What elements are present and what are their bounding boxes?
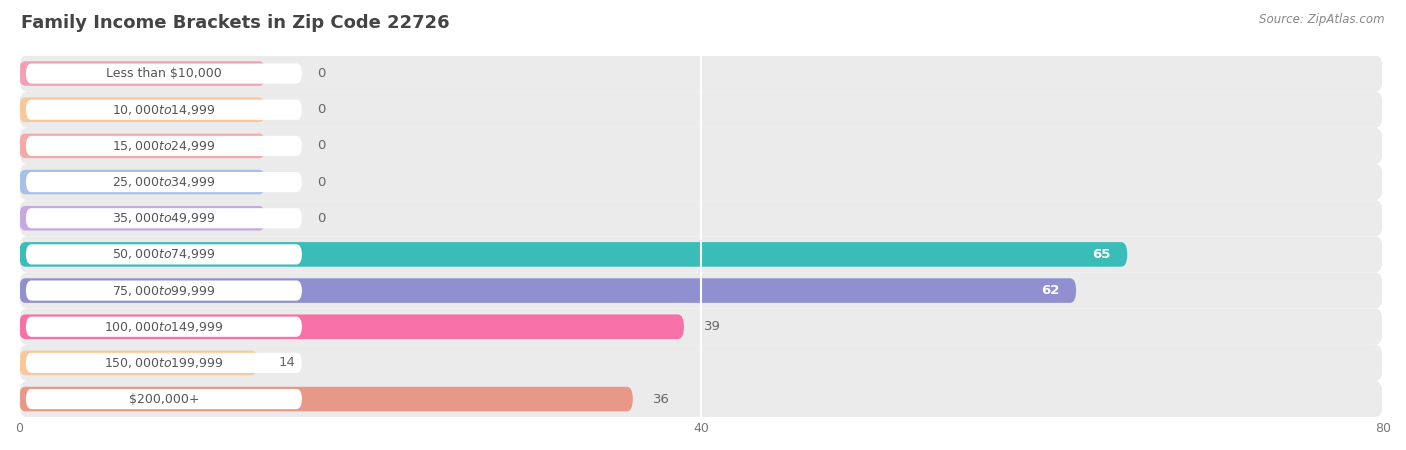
- FancyBboxPatch shape: [20, 98, 266, 122]
- Text: $200,000+: $200,000+: [129, 392, 200, 405]
- FancyBboxPatch shape: [20, 273, 1384, 309]
- FancyBboxPatch shape: [20, 200, 1384, 236]
- FancyBboxPatch shape: [25, 172, 302, 192]
- FancyBboxPatch shape: [25, 244, 302, 265]
- FancyBboxPatch shape: [20, 164, 1384, 200]
- FancyBboxPatch shape: [20, 236, 1384, 273]
- FancyBboxPatch shape: [20, 387, 633, 411]
- Text: 62: 62: [1040, 284, 1059, 297]
- FancyBboxPatch shape: [20, 381, 1384, 417]
- FancyBboxPatch shape: [20, 345, 1384, 381]
- Text: 0: 0: [318, 140, 326, 153]
- Text: $15,000 to $24,999: $15,000 to $24,999: [112, 139, 215, 153]
- Text: 0: 0: [318, 103, 326, 116]
- Text: $10,000 to $14,999: $10,000 to $14,999: [112, 103, 215, 117]
- Text: Less than $10,000: Less than $10,000: [105, 67, 222, 80]
- Text: 0: 0: [318, 176, 326, 189]
- Text: Family Income Brackets in Zip Code 22726: Family Income Brackets in Zip Code 22726: [21, 14, 450, 32]
- Text: Source: ZipAtlas.com: Source: ZipAtlas.com: [1260, 14, 1385, 27]
- FancyBboxPatch shape: [25, 389, 302, 409]
- Text: $150,000 to $199,999: $150,000 to $199,999: [104, 356, 224, 370]
- Text: 0: 0: [318, 212, 326, 225]
- FancyBboxPatch shape: [20, 55, 1384, 92]
- Text: 14: 14: [278, 356, 295, 369]
- FancyBboxPatch shape: [25, 63, 302, 84]
- FancyBboxPatch shape: [20, 128, 1384, 164]
- Text: 39: 39: [704, 320, 721, 333]
- FancyBboxPatch shape: [20, 278, 1076, 303]
- FancyBboxPatch shape: [20, 206, 266, 230]
- Text: $25,000 to $34,999: $25,000 to $34,999: [112, 175, 215, 189]
- Text: $50,000 to $74,999: $50,000 to $74,999: [112, 248, 215, 261]
- FancyBboxPatch shape: [20, 134, 266, 158]
- FancyBboxPatch shape: [25, 99, 302, 120]
- Text: 0: 0: [318, 67, 326, 80]
- FancyBboxPatch shape: [20, 92, 1384, 128]
- Text: 65: 65: [1092, 248, 1111, 261]
- FancyBboxPatch shape: [25, 280, 302, 301]
- FancyBboxPatch shape: [25, 136, 302, 156]
- FancyBboxPatch shape: [25, 208, 302, 228]
- FancyBboxPatch shape: [20, 309, 1384, 345]
- FancyBboxPatch shape: [20, 242, 1128, 267]
- FancyBboxPatch shape: [25, 353, 302, 373]
- FancyBboxPatch shape: [20, 61, 266, 86]
- Text: 36: 36: [654, 392, 671, 405]
- FancyBboxPatch shape: [25, 317, 302, 337]
- FancyBboxPatch shape: [20, 315, 683, 339]
- Text: $100,000 to $149,999: $100,000 to $149,999: [104, 320, 224, 334]
- FancyBboxPatch shape: [20, 170, 266, 194]
- Text: $75,000 to $99,999: $75,000 to $99,999: [112, 284, 215, 297]
- FancyBboxPatch shape: [20, 351, 257, 375]
- Text: $35,000 to $49,999: $35,000 to $49,999: [112, 211, 215, 225]
